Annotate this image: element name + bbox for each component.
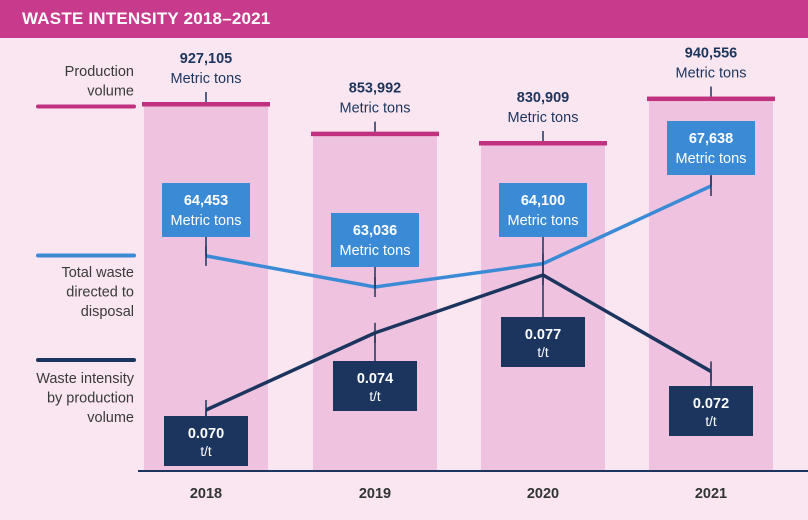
legend: Production volume Total waste directed to di… [36, 64, 136, 426]
bar-cap-2020 [479, 141, 607, 146]
legend-intensity-line-3: volume [87, 410, 134, 426]
x-tick-label-2019: 2019 [359, 486, 391, 502]
legend-waste-line-2: directed to [66, 285, 134, 301]
intensity-label-box-2018 [164, 416, 248, 466]
x-axis: 2018 2019 2020 2021 [138, 470, 808, 502]
legend-intensity-line-2: by production [47, 391, 134, 407]
legend-production-swatch [36, 104, 136, 109]
bar-2019 [313, 133, 437, 470]
production-unit-2019: Metric tons [340, 101, 411, 117]
waste-unit-2021: Metric tons [676, 151, 747, 167]
series-lines [205, 176, 712, 420]
waste-value-2021: 67,638 [689, 131, 733, 147]
intensity-unit-2020: t/t [537, 345, 549, 360]
intensity-value-2019: 0.074 [357, 371, 393, 387]
intensity-value-2018: 0.070 [188, 426, 224, 442]
production-value-2021: 940,556 [685, 46, 737, 62]
x-tick-label-2021: 2021 [695, 486, 727, 502]
waste-label-box-2020 [499, 183, 587, 237]
page-title: WASTE INTENSITY 2018–2021 [22, 9, 271, 28]
production-unit-2020: Metric tons [508, 110, 579, 126]
waste-unit-2019: Metric tons [340, 243, 411, 259]
waste-label-box-2021 [667, 121, 755, 175]
production-value-2018: 927,105 [180, 51, 232, 67]
x-tick-label-2018: 2018 [190, 486, 222, 502]
waste-unit-2020: Metric tons [508, 213, 579, 229]
intensity-unit-2021: t/t [705, 414, 717, 429]
intensity-label-box-2021 [669, 386, 753, 436]
data-labels: 927,105 Metric tons 853,992 Metric tons 830,… [162, 46, 755, 466]
bar-cap-2021 [647, 96, 775, 102]
legend-production-line-2: volume [87, 84, 134, 100]
waste-value-2020: 64,100 [521, 193, 565, 209]
legend-waste-line-3: disposal [81, 304, 134, 320]
bar-cap-2019 [311, 131, 439, 137]
intensity-unit-2018: t/t [200, 444, 212, 459]
intensity-label-box-2019 [333, 361, 417, 411]
waste-unit-2018: Metric tons [171, 213, 242, 229]
legend-waste-swatch [36, 253, 136, 258]
waste-label-box-2018 [162, 183, 250, 237]
production-value-2019: 853,992 [349, 81, 401, 97]
waste-label-box-2019 [331, 213, 419, 267]
x-tick-label-2020: 2020 [527, 486, 559, 502]
production-value-2020: 830,909 [517, 90, 569, 106]
intensity-line [205, 273, 712, 412]
legend-intensity-line-1: Waste intensity [36, 371, 135, 387]
intensity-label-box-2020 [501, 317, 585, 367]
title-banner: WASTE INTENSITY 2018–2021 [0, 0, 808, 38]
waste-line [205, 184, 712, 289]
intensity-value-2020: 0.077 [525, 327, 561, 343]
production-unit-2021: Metric tons [676, 66, 747, 82]
waste-value-2018: 64,453 [184, 193, 228, 209]
legend-waste-line-1: Total waste [61, 265, 134, 281]
bar-cap-2018 [142, 102, 270, 107]
intensity-value-2021: 0.072 [693, 396, 729, 412]
legend-production-line-1: Production [65, 64, 134, 80]
waste-value-2019: 63,036 [353, 223, 397, 239]
intensity-unit-2019: t/t [369, 389, 381, 404]
legend-intensity-swatch [36, 358, 136, 362]
production-unit-2018: Metric tons [171, 71, 242, 87]
